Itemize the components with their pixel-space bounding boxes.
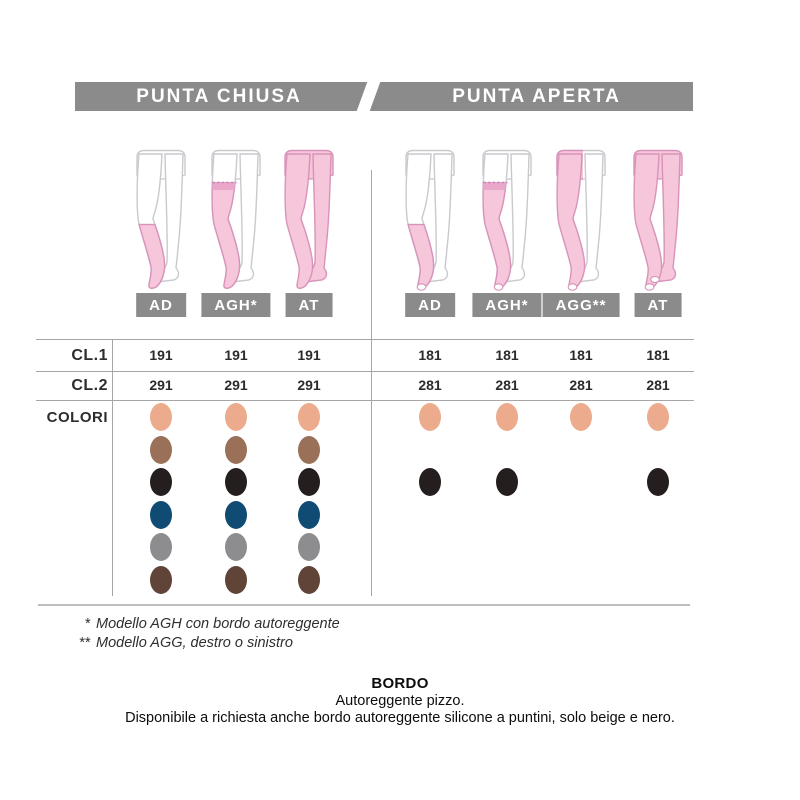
footnote-agh: * Modello AGH con bordo autoreggente [62,615,340,634]
row-label-cl2: CL.2 [71,377,108,394]
color-dot-dark-brown-at-closed [298,565,320,594]
cl1-value-agg-open: 181 [569,347,593,363]
color-dot-beige-agg-open [570,403,592,431]
leg-figure-at-open [616,148,700,293]
color-dot-gray-agh-closed [225,533,247,561]
cl2-value-ad-open: 281 [418,377,442,393]
color-dot-beige-agh-open [496,403,518,431]
color-dot-beige-at-closed [298,403,320,431]
cl2-value-agh-closed: 291 [224,377,248,393]
color-dot-blue-agh-closed [225,500,247,529]
header-bar [75,82,693,111]
footnote-agg: ** Modello AGG, destro o sinistro [62,634,340,653]
color-dot-dark-brown-ad-closed [150,565,172,594]
color-dot-black-at-closed [298,468,320,496]
leg-figure-at-closed [267,148,351,293]
row-label-cl1: CL.1 [71,347,108,364]
bordo-title: BORDO [371,675,429,692]
leg-figure-agh-open [465,148,549,293]
model-label-at-closed: AT [285,293,333,317]
model-label-agg-open: AGG** [542,293,620,317]
footnote-text: Modello AGH con bordo autoreggente [96,616,340,632]
color-dot-blue-ad-closed [150,500,172,529]
group-divider-line [371,170,372,596]
label-divider-line [112,339,113,596]
color-dot-gray-at-closed [298,533,320,561]
footnote-marker: * [84,616,90,632]
leg-figure-agg-open [539,148,623,293]
grid-line-mid [36,371,694,372]
model-label-at-open: AT [634,293,682,317]
color-dot-brown-at-closed [298,435,320,464]
bordo-line2: Disponibile a richiesta anche bordo auto… [125,710,675,726]
header-right-label: PUNTA APERTA [452,86,621,107]
cl2-value-agh-open: 281 [495,377,519,393]
table-bottom-rule [38,604,690,606]
leg-figure-ad-open [388,148,472,293]
grid-line-top [36,339,694,340]
cl2-value-agg-open: 281 [569,377,593,393]
color-dot-black-agh-closed [225,468,247,496]
color-dot-gray-ad-closed [150,533,172,561]
cl1-value-ad-closed: 191 [149,347,173,363]
model-label-ad-closed: AD [136,293,186,317]
leg-figure-agh-closed [194,148,278,293]
color-dot-black-ad-closed [150,468,172,496]
cl1-value-agh-closed: 191 [224,347,248,363]
cl1-value-ad-open: 181 [418,347,442,363]
leg-figure-ad-closed [119,148,203,293]
color-dot-dark-brown-agh-closed [225,565,247,594]
cl1-value-at-open: 181 [646,347,670,363]
model-label-ad-open: AD [405,293,455,317]
footnote-text: Modello AGG, destro o sinistro [96,635,293,651]
color-dot-beige-ad-open [419,403,441,431]
color-dot-black-at-open [647,468,669,496]
color-dot-beige-ad-closed [150,403,172,431]
model-label-agh-closed: AGH* [201,293,271,317]
cl2-value-ad-closed: 291 [149,377,173,393]
cl2-value-at-closed: 291 [297,377,321,393]
color-dot-brown-agh-closed [225,435,247,464]
grid-line-low [36,400,694,401]
cl1-value-at-closed: 191 [297,347,321,363]
color-dot-beige-at-open [647,403,669,431]
color-dot-black-ad-open [419,468,441,496]
bordo-line1: Autoreggente pizzo. [335,693,465,709]
footnote-marker: ** [78,635,90,651]
footnotes: * Modello AGH con bordo autoreggente ** … [62,615,340,653]
color-dot-black-agh-open [496,468,518,496]
header-left-label: PUNTA CHIUSA [136,86,302,107]
model-label-agh-open: AGH* [472,293,542,317]
color-dot-beige-agh-closed [225,403,247,431]
row-label-colori: COLORI [46,409,108,426]
cl2-value-at-open: 281 [646,377,670,393]
color-dot-blue-at-closed [298,500,320,529]
color-dot-brown-ad-closed [150,435,172,464]
cl1-value-agh-open: 181 [495,347,519,363]
bordo-section: BORDO Autoreggente pizzo. Disponibile a … [0,675,800,727]
